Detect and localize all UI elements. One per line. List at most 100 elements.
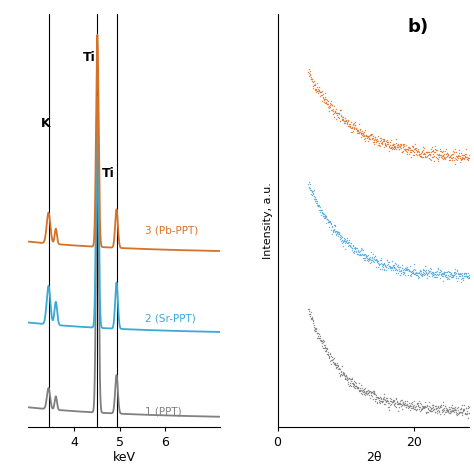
Point bbox=[446, 156, 454, 164]
Point bbox=[401, 265, 408, 273]
Point bbox=[418, 148, 426, 155]
Point bbox=[396, 271, 404, 278]
Point bbox=[435, 154, 443, 161]
Point bbox=[446, 153, 454, 161]
Point bbox=[417, 406, 425, 413]
Point bbox=[311, 81, 319, 88]
Point bbox=[346, 123, 354, 130]
Point bbox=[386, 401, 394, 409]
Point bbox=[449, 147, 456, 155]
Point bbox=[315, 335, 323, 342]
Point bbox=[365, 386, 372, 394]
Point bbox=[324, 218, 332, 226]
Point bbox=[323, 215, 331, 223]
Point bbox=[435, 271, 442, 279]
Point bbox=[448, 401, 456, 409]
Point bbox=[401, 142, 408, 150]
Point bbox=[338, 362, 346, 370]
Point bbox=[459, 405, 467, 413]
Point bbox=[445, 408, 452, 416]
Point bbox=[308, 76, 316, 83]
Point bbox=[415, 403, 423, 411]
Point bbox=[341, 239, 348, 246]
Point bbox=[414, 147, 421, 155]
Point bbox=[399, 398, 406, 405]
Point bbox=[461, 155, 468, 163]
Point bbox=[388, 145, 396, 153]
Point bbox=[320, 210, 328, 218]
Point bbox=[364, 255, 372, 262]
Point bbox=[325, 218, 333, 226]
Point bbox=[334, 364, 341, 371]
Point bbox=[392, 395, 400, 403]
Point bbox=[319, 338, 327, 346]
Point bbox=[444, 408, 451, 415]
Point bbox=[434, 264, 441, 272]
Point bbox=[379, 260, 387, 268]
Point bbox=[419, 404, 427, 411]
Point bbox=[366, 388, 374, 395]
Point bbox=[458, 273, 465, 280]
Point bbox=[369, 257, 377, 264]
Point bbox=[454, 411, 461, 419]
Point bbox=[385, 142, 393, 150]
Point bbox=[419, 268, 427, 276]
Point bbox=[341, 117, 348, 124]
Point bbox=[410, 268, 417, 275]
Point bbox=[371, 388, 378, 396]
Point bbox=[346, 375, 354, 383]
Point bbox=[359, 130, 367, 138]
Point bbox=[421, 267, 429, 274]
Point bbox=[449, 150, 456, 157]
Point bbox=[463, 153, 470, 161]
Point bbox=[384, 140, 392, 147]
Point bbox=[455, 270, 463, 277]
Point bbox=[407, 146, 414, 154]
Point bbox=[411, 270, 419, 278]
Point bbox=[343, 235, 351, 242]
Point bbox=[372, 256, 379, 264]
Point bbox=[356, 386, 364, 394]
Point bbox=[420, 266, 428, 274]
Point bbox=[403, 397, 410, 404]
Point bbox=[450, 406, 457, 414]
Point bbox=[341, 237, 348, 245]
Point bbox=[347, 243, 355, 250]
Point bbox=[367, 130, 375, 138]
Point bbox=[370, 136, 378, 144]
Point bbox=[330, 102, 337, 109]
Point bbox=[464, 273, 471, 280]
Point bbox=[337, 232, 345, 239]
Point bbox=[323, 95, 330, 102]
Point bbox=[336, 114, 343, 121]
Point bbox=[432, 402, 439, 410]
Point bbox=[353, 244, 361, 252]
Point bbox=[441, 155, 448, 162]
Point bbox=[435, 404, 442, 412]
Point bbox=[458, 411, 466, 419]
Point bbox=[396, 140, 404, 148]
Point bbox=[349, 120, 356, 128]
Point bbox=[382, 398, 390, 405]
Point bbox=[332, 230, 340, 237]
Point bbox=[441, 154, 448, 162]
Point bbox=[417, 401, 424, 408]
Point bbox=[463, 409, 471, 416]
Point bbox=[451, 406, 458, 413]
Point bbox=[430, 406, 438, 413]
Point bbox=[400, 401, 407, 408]
Point bbox=[340, 237, 347, 245]
Point bbox=[433, 270, 440, 277]
Point bbox=[411, 403, 419, 410]
Point bbox=[346, 123, 354, 131]
Point bbox=[328, 107, 335, 114]
Point bbox=[311, 193, 319, 201]
Point bbox=[409, 404, 417, 411]
Point bbox=[347, 124, 355, 131]
Point bbox=[366, 253, 374, 261]
Point bbox=[402, 146, 410, 153]
Point bbox=[324, 97, 331, 104]
Point bbox=[378, 398, 386, 405]
Point bbox=[462, 151, 470, 158]
Point bbox=[448, 156, 456, 164]
